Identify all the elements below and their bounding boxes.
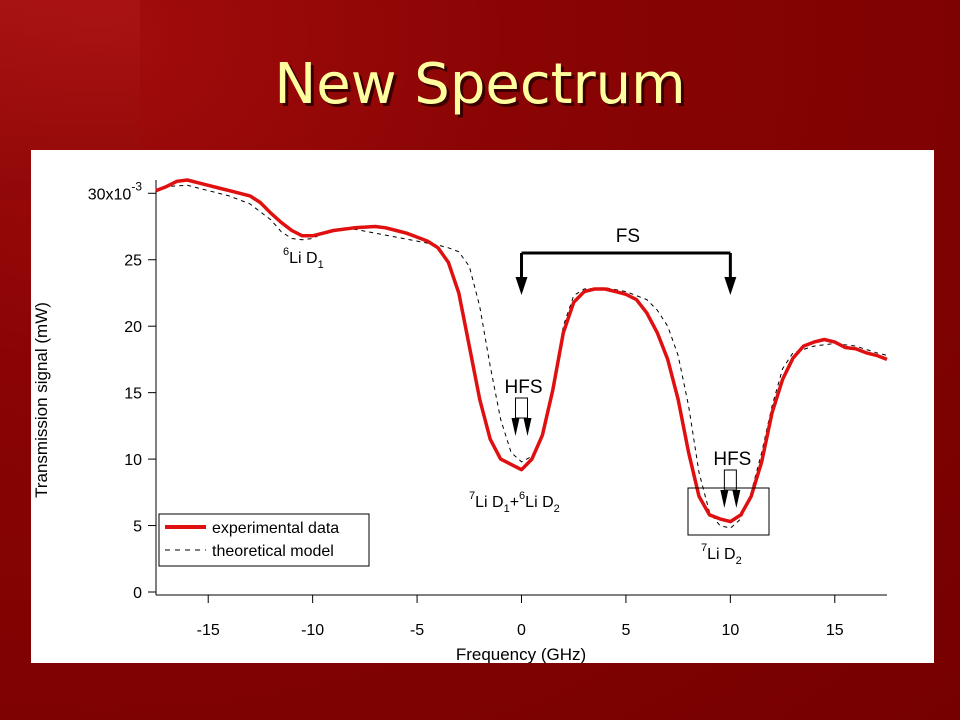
y-tick-label: 15 — [124, 386, 142, 403]
y-tick-label: 0 — [133, 585, 142, 602]
x-tick-label: 0 — [517, 622, 526, 639]
x-axis-label: Frequency (GHz) — [456, 645, 586, 663]
y-tick-label: 5 — [133, 519, 142, 536]
fs-arrow-left — [515, 277, 528, 295]
y-tick-label: 20 — [124, 319, 142, 336]
plot-panel: 0 5 10 15 20 25 30x10-3 -15 -10 -5 0 5 10 15 Frequen… — [31, 150, 934, 664]
annotation-hfs-right-arrow-left — [720, 490, 729, 508]
legend: experimental data theoretical model — [158, 513, 370, 567]
x-tick-label: 15 — [826, 622, 844, 639]
x-tick-label: -15 — [197, 622, 220, 639]
x-tick-label: 5 — [621, 622, 630, 639]
series-line-experimental-data — [155, 178, 888, 524]
annotation-hfs-right: HFS — [713, 449, 751, 470]
spectrum-chart: 0 5 10 15 20 25 30x10-3 -15 -10 -5 0 5 10 15 Frequen… — [32, 178, 888, 664]
annotation-li7-d2: 7Li D2 — [701, 542, 742, 567]
x-ticks: -15 -10 -5 0 5 10 15 — [197, 595, 844, 639]
legend-label-model: theoretical model — [212, 543, 334, 560]
series-line-theoretical-model — [155, 184, 888, 529]
annotation-hfs-right-arrow-right — [732, 490, 741, 508]
slide-title: New Spectrum — [274, 52, 686, 117]
annotation-li7-d1-li6-d2: 7Li D1+6Li D2 — [469, 490, 560, 515]
annotation-fs: FS — [616, 226, 640, 247]
legend-label-experimental: experimental data — [212, 520, 339, 537]
x-tick-label: 10 — [721, 622, 739, 639]
x-tick-label: -5 — [410, 622, 424, 639]
legend-box — [158, 513, 370, 567]
annotation-li6-d1: 6Li D1 — [283, 246, 324, 271]
li7-d2-highlight-box — [687, 487, 770, 536]
annotations: 6Li D1 FS HFS HFS 7Li D1+6Li D2 7Li D2 — [283, 226, 770, 567]
annotation-hfs-left-arrow-right — [523, 418, 532, 436]
y-tick-label: 25 — [124, 253, 142, 270]
annotation-hfs-left-arrow-left — [511, 418, 520, 436]
y-axis-label: Transmission signal (mW) — [32, 302, 51, 498]
annotation-hfs-left-box — [515, 397, 528, 419]
annotation-hfs-right-box — [723, 469, 737, 491]
y-tick-label: 30x10-3 — [88, 179, 143, 203]
series-layer — [155, 178, 888, 529]
fs-arrow-right — [724, 277, 737, 295]
y-tick-label: 10 — [124, 452, 142, 469]
annotation-hfs-left: HFS — [505, 377, 543, 398]
x-tick-label: -10 — [301, 622, 324, 639]
y-ticks: 0 5 10 15 20 25 30x10-3 — [88, 179, 156, 602]
